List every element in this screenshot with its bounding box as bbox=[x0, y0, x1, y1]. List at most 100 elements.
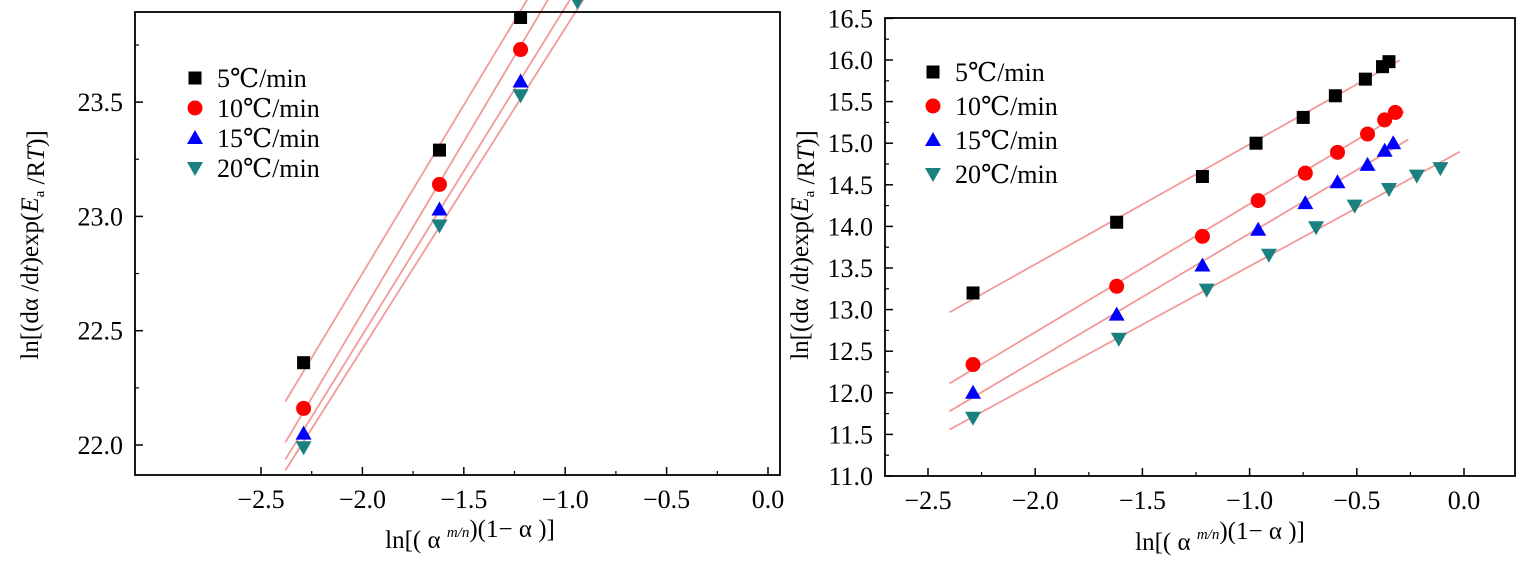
y-tick-label: 15.0 bbox=[828, 129, 874, 158]
axis-title-part: E bbox=[17, 197, 44, 213]
axis-title-part: ln[(d bbox=[17, 311, 44, 360]
legend-marker bbox=[187, 130, 203, 144]
x-tick-label: −2.5 bbox=[237, 485, 284, 514]
y-tick-label: 23.0 bbox=[78, 202, 124, 231]
axis-title-part: a bbox=[32, 190, 48, 197]
axis-title-part: )] bbox=[532, 516, 555, 543]
axis-title-part: )exp( bbox=[17, 213, 44, 266]
data-point bbox=[432, 143, 446, 157]
data-point bbox=[1195, 169, 1209, 183]
x-tick-label: −1.5 bbox=[1119, 486, 1166, 515]
axis-title-part: T bbox=[793, 145, 820, 161]
x-tick-label: −1.0 bbox=[542, 485, 589, 514]
data-point bbox=[1346, 199, 1363, 214]
axis-title-part: /d bbox=[17, 272, 44, 298]
data-point bbox=[1358, 72, 1372, 86]
data-point bbox=[571, 0, 583, 10]
x-tick-label: −0.5 bbox=[1333, 486, 1380, 515]
data-point bbox=[1387, 104, 1403, 120]
data-point bbox=[1330, 144, 1346, 160]
data-point bbox=[1380, 182, 1397, 197]
data-point bbox=[1260, 248, 1277, 263]
y-tick-label: 16.5 bbox=[828, 4, 874, 33]
data-point bbox=[1108, 306, 1125, 321]
fit-line-2 bbox=[948, 110, 1405, 385]
data-point bbox=[1359, 156, 1376, 171]
data-point bbox=[1308, 221, 1325, 236]
data-point bbox=[1296, 110, 1310, 124]
legend-marker bbox=[925, 168, 941, 182]
data-point bbox=[1385, 135, 1402, 150]
axis-title-part: ln[( bbox=[385, 527, 427, 554]
data-point bbox=[1250, 193, 1266, 209]
data-point bbox=[965, 357, 981, 373]
data-point bbox=[1408, 169, 1425, 184]
fit-line-1 bbox=[949, 59, 1401, 314]
axis-title-part: E bbox=[787, 197, 814, 213]
y-tick-label: 24.0 bbox=[78, 0, 124, 3]
y-tick-label: 16.0 bbox=[828, 46, 874, 75]
x-tick-label: −2.5 bbox=[904, 486, 951, 515]
x-tick-label: −0.5 bbox=[643, 485, 690, 514]
data-point bbox=[965, 384, 982, 399]
axis-title-part: a bbox=[802, 190, 818, 197]
y-axis-title: ln[(dα /dt)exp(Ea /RT)] bbox=[17, 130, 50, 360]
fit-line-2 bbox=[284, 0, 549, 443]
y-tick-label: 13.0 bbox=[828, 296, 874, 325]
data-point bbox=[1297, 165, 1313, 181]
data-point bbox=[431, 219, 448, 234]
chart-panel-1: −2.5 −2.0 −1.5 −1.0 −0.5 0.0 22.0 22.5 23.0 23.5 2… bbox=[17, 0, 784, 554]
legend-marker bbox=[188, 71, 202, 85]
data-point bbox=[1432, 162, 1449, 177]
axis-title-part: /R bbox=[23, 160, 50, 190]
axis-title-part: )(1− bbox=[1219, 518, 1269, 545]
y-tick-label: 14.5 bbox=[828, 171, 874, 200]
y-tick-label: 22.5 bbox=[78, 317, 124, 346]
legend-marker bbox=[925, 132, 941, 146]
axis-title-part: )exp( bbox=[787, 213, 814, 266]
axis-title-part: ln[( bbox=[1135, 529, 1177, 556]
axis-title-part: α bbox=[427, 527, 440, 554]
x-axis-title: ln[( α m/n)(1− α )] bbox=[1135, 518, 1305, 556]
axis-title-part: t bbox=[17, 264, 44, 272]
data-point bbox=[431, 201, 448, 216]
axis-title-part: /d bbox=[787, 272, 814, 298]
data-point bbox=[1194, 228, 1210, 244]
axis-title-part: )(1− bbox=[469, 516, 519, 543]
data-point bbox=[296, 400, 312, 416]
legend-marker bbox=[187, 100, 203, 116]
data-point bbox=[1329, 174, 1346, 189]
y-tick-label: 13.5 bbox=[828, 254, 874, 283]
data-point bbox=[297, 356, 311, 370]
axis-title-part: )] bbox=[23, 130, 50, 147]
legend-label: 5℃/min bbox=[217, 64, 307, 93]
axis-title-part: )] bbox=[1282, 518, 1305, 545]
y-tick-label: 22.0 bbox=[78, 431, 124, 460]
chart-panel-2: −2.5 −2.0 −1.5 −1.0 −0.5 0.0 11.0 11.5 12.0 12.5 1… bbox=[787, 4, 1516, 556]
y-tick-label: 11.5 bbox=[828, 420, 873, 449]
legend-marker bbox=[926, 65, 940, 79]
data-point bbox=[512, 89, 529, 104]
data-point bbox=[1328, 89, 1342, 103]
data-point bbox=[1250, 221, 1267, 236]
y-tick-label: 15.5 bbox=[828, 88, 874, 117]
x-axis-title: ln[( α m/n)(1− α )] bbox=[385, 516, 555, 554]
data-point bbox=[1377, 112, 1393, 128]
data-point bbox=[1110, 332, 1127, 347]
axis-title-part: α bbox=[787, 298, 814, 311]
data-point bbox=[1109, 278, 1125, 294]
x-tick-label: 0.0 bbox=[1448, 486, 1481, 515]
legend-label: 10℃/min bbox=[955, 92, 1058, 121]
y-tick-label: 12.5 bbox=[828, 337, 874, 366]
data-point bbox=[514, 11, 528, 25]
data-point bbox=[513, 42, 529, 58]
x-tick-label: −1.0 bbox=[1226, 486, 1273, 515]
x-tick-label: −2.0 bbox=[1012, 486, 1059, 515]
axis-title-part: α bbox=[1269, 518, 1282, 545]
axis-title-part: α bbox=[17, 298, 44, 311]
legend-label: 5℃/min bbox=[955, 58, 1045, 87]
axis-title-part: T bbox=[23, 145, 50, 161]
legend-label: 10℃/min bbox=[217, 94, 320, 123]
legend-label: 15℃/min bbox=[955, 126, 1058, 155]
